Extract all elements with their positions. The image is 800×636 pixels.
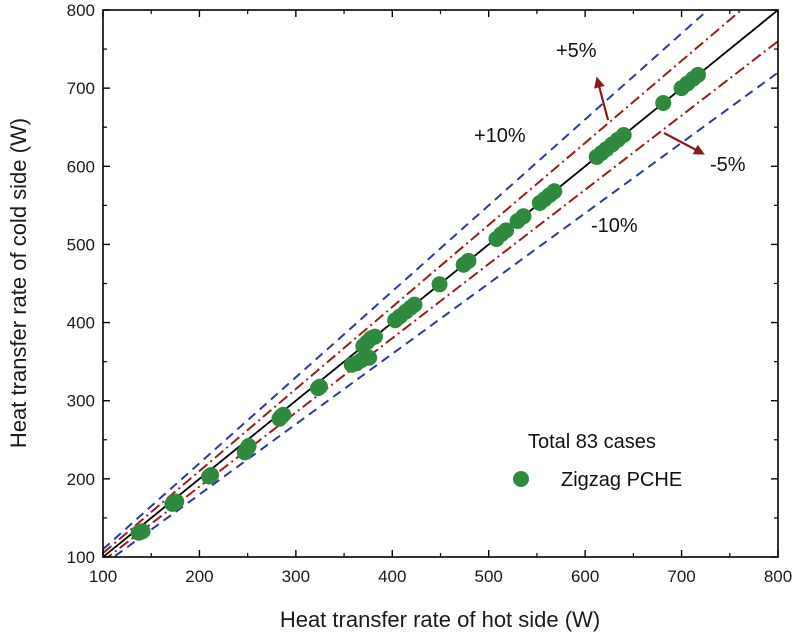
x-tick-label: 600	[571, 567, 599, 586]
x-tick-label: 100	[89, 567, 117, 586]
legend-entry-label: Zigzag PCHE	[561, 469, 682, 491]
data-point	[275, 406, 292, 423]
x-axis-title: Heat transfer rate of hot side (W)	[280, 607, 600, 632]
data-point	[134, 523, 151, 540]
reference-line-plus5pct	[103, 10, 743, 554]
label-minus-10: -10%	[591, 215, 638, 237]
data-point	[460, 252, 477, 269]
y-tick-label: 100	[67, 548, 95, 567]
data-point	[498, 222, 515, 239]
x-tick-label: 700	[667, 567, 695, 586]
data-point	[689, 66, 706, 83]
y-tick-label: 800	[67, 1, 95, 20]
data-point	[546, 183, 563, 200]
data-point	[168, 493, 185, 510]
label-plus-10: +10%	[474, 125, 526, 147]
data-point	[655, 94, 672, 111]
data-point	[203, 466, 219, 483]
data-point	[366, 328, 383, 345]
minus5-arrow	[663, 132, 705, 155]
legend-marker	[513, 471, 529, 487]
y-axis-title: Heat transfer rate of cold side (W)	[6, 118, 31, 448]
data-point	[615, 127, 632, 144]
x-tick-label: 300	[282, 567, 310, 586]
x-tick-label: 400	[378, 567, 406, 586]
label-minus-5: -5%	[710, 154, 746, 176]
y-tick-label: 200	[67, 470, 95, 489]
reference-line-minus10pct	[112, 71, 778, 557]
data-point	[240, 438, 257, 455]
y-tick-label: 500	[67, 235, 95, 254]
data-point	[406, 296, 423, 313]
reference-line-plus10pct	[103, 10, 710, 550]
data-point	[431, 276, 448, 293]
legend: Total 83 cases Zigzag PCHE	[513, 431, 682, 491]
label-plus-5: +5%	[556, 40, 597, 62]
y-tick-label: 700	[67, 79, 95, 98]
legend-title: Total 83 cases	[528, 431, 656, 453]
x-tick-label: 800	[764, 567, 792, 586]
data-point	[311, 378, 328, 395]
plus5-arrow	[594, 76, 610, 121]
y-tick-label: 300	[67, 392, 95, 411]
data-point	[515, 208, 532, 225]
x-tick-label: 500	[475, 567, 503, 586]
axis-ticks: 100 200 300 400 500 600 700 800 100 200 300 400 500 6…	[67, 1, 793, 586]
data-points	[130, 66, 706, 541]
y-tick-label: 600	[67, 157, 95, 176]
y-tick-label: 400	[67, 314, 95, 333]
x-tick-label: 200	[185, 567, 213, 586]
